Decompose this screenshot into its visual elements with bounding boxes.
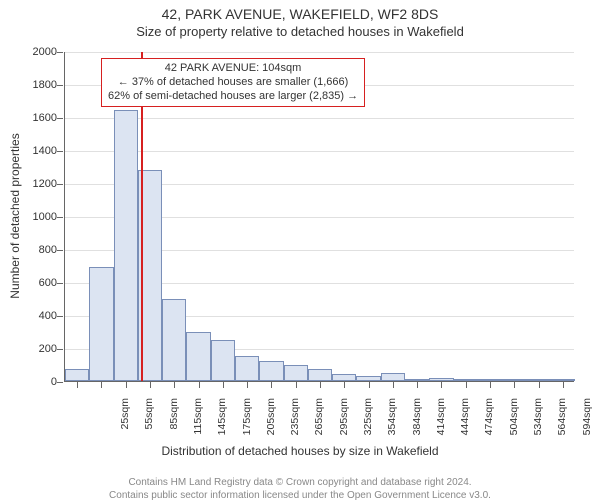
- y-tick: [57, 184, 63, 185]
- histogram-bar: [308, 369, 332, 381]
- x-tick: [77, 382, 78, 388]
- histogram-bar: [284, 365, 308, 382]
- x-tick: [466, 382, 467, 388]
- x-tick: [417, 382, 418, 388]
- histogram-bar: [526, 379, 550, 381]
- x-tick-label: 504sqm: [508, 398, 520, 448]
- x-tick: [563, 382, 564, 388]
- histogram-bar: [356, 376, 380, 381]
- x-tick: [344, 382, 345, 388]
- plot-area: 020040060080010001200140016001800200025s…: [64, 52, 574, 382]
- y-tick-label: 1800: [17, 79, 57, 91]
- x-tick: [223, 382, 224, 388]
- annotation-line-3: 62% of semi-detached houses are larger (…: [108, 90, 358, 104]
- x-tick: [271, 382, 272, 388]
- histogram-bar: [259, 361, 283, 381]
- y-tick-label: 1600: [17, 112, 57, 124]
- annotation-line-2: ← 37% of detached houses are smaller (1,…: [108, 76, 358, 90]
- y-tick-label: 2000: [17, 46, 57, 58]
- x-tick-label: 175sqm: [241, 398, 253, 448]
- x-tick-label: 295sqm: [338, 398, 350, 448]
- x-axis-label: Distribution of detached houses by size …: [0, 444, 600, 458]
- x-tick: [369, 382, 370, 388]
- x-tick-label: 474sqm: [483, 398, 495, 448]
- histogram-bar: [551, 379, 575, 381]
- footer-line-2: Contains public sector information licen…: [0, 490, 600, 500]
- y-tick: [57, 118, 63, 119]
- x-tick-label: 354sqm: [386, 398, 398, 448]
- x-tick: [539, 382, 540, 388]
- histogram-bar: [454, 379, 478, 381]
- y-tick-label: 0: [17, 376, 57, 388]
- x-tick-label: 444sqm: [459, 398, 471, 448]
- x-tick-label: 414sqm: [435, 398, 447, 448]
- histogram-bar: [211, 340, 235, 381]
- x-tick-label: 85sqm: [168, 398, 180, 448]
- histogram-bar: [381, 373, 405, 381]
- y-tick: [57, 52, 63, 53]
- histogram-bar: [235, 356, 259, 381]
- y-tick-label: 800: [17, 244, 57, 256]
- x-tick-label: 594sqm: [581, 398, 593, 448]
- chart-title: 42, PARK AVENUE, WAKEFIELD, WF2 8DS: [0, 6, 600, 22]
- histogram-bar: [332, 374, 356, 381]
- y-tick-label: 400: [17, 310, 57, 322]
- y-tick: [57, 349, 63, 350]
- x-tick-label: 25sqm: [119, 398, 131, 448]
- y-tick-label: 1000: [17, 211, 57, 223]
- y-tick: [57, 283, 63, 284]
- x-tick: [101, 382, 102, 388]
- y-tick-label: 1200: [17, 178, 57, 190]
- x-tick: [150, 382, 151, 388]
- annotation-box: 42 PARK AVENUE: 104sqm← 37% of detached …: [101, 58, 365, 107]
- x-tick-label: 145sqm: [216, 398, 228, 448]
- x-tick: [320, 382, 321, 388]
- x-tick: [126, 382, 127, 388]
- y-tick: [57, 250, 63, 251]
- chart-area: 020040060080010001200140016001800200025s…: [64, 52, 574, 382]
- x-tick: [199, 382, 200, 388]
- x-tick-label: 265sqm: [313, 398, 325, 448]
- annotation-line-1: 42 PARK AVENUE: 104sqm: [108, 62, 358, 76]
- x-tick: [514, 382, 515, 388]
- histogram-bar: [405, 379, 429, 381]
- x-tick-label: 534sqm: [532, 398, 544, 448]
- y-tick: [57, 382, 63, 383]
- y-tick-label: 600: [17, 277, 57, 289]
- footer-line-1: Contains HM Land Registry data © Crown c…: [0, 477, 600, 490]
- histogram-bar: [162, 299, 186, 382]
- x-tick: [296, 382, 297, 388]
- chart-subtitle: Size of property relative to detached ho…: [0, 24, 600, 39]
- histogram-bar: [429, 378, 453, 381]
- x-tick-label: 384sqm: [411, 398, 423, 448]
- x-tick: [247, 382, 248, 388]
- histogram-bar: [89, 267, 113, 381]
- x-tick: [174, 382, 175, 388]
- x-tick: [441, 382, 442, 388]
- x-tick-label: 55sqm: [143, 398, 155, 448]
- histogram-bar: [186, 332, 210, 382]
- histogram-bar: [65, 369, 89, 381]
- footer-attribution: Contains HM Land Registry data © Crown c…: [0, 477, 600, 500]
- x-tick: [393, 382, 394, 388]
- x-tick-label: 115sqm: [192, 398, 204, 448]
- histogram-bar: [502, 379, 526, 381]
- y-tick-label: 1400: [17, 145, 57, 157]
- y-tick-label: 200: [17, 343, 57, 355]
- x-tick-label: 325sqm: [362, 398, 374, 448]
- y-tick: [57, 217, 63, 218]
- histogram-bar: [114, 110, 138, 381]
- histogram-bar: [478, 379, 502, 381]
- y-tick: [57, 316, 63, 317]
- y-tick: [57, 85, 63, 86]
- x-tick-label: 564sqm: [556, 398, 568, 448]
- x-tick-label: 205sqm: [265, 398, 277, 448]
- x-tick-label: 235sqm: [289, 398, 301, 448]
- x-tick: [490, 382, 491, 388]
- y-tick: [57, 151, 63, 152]
